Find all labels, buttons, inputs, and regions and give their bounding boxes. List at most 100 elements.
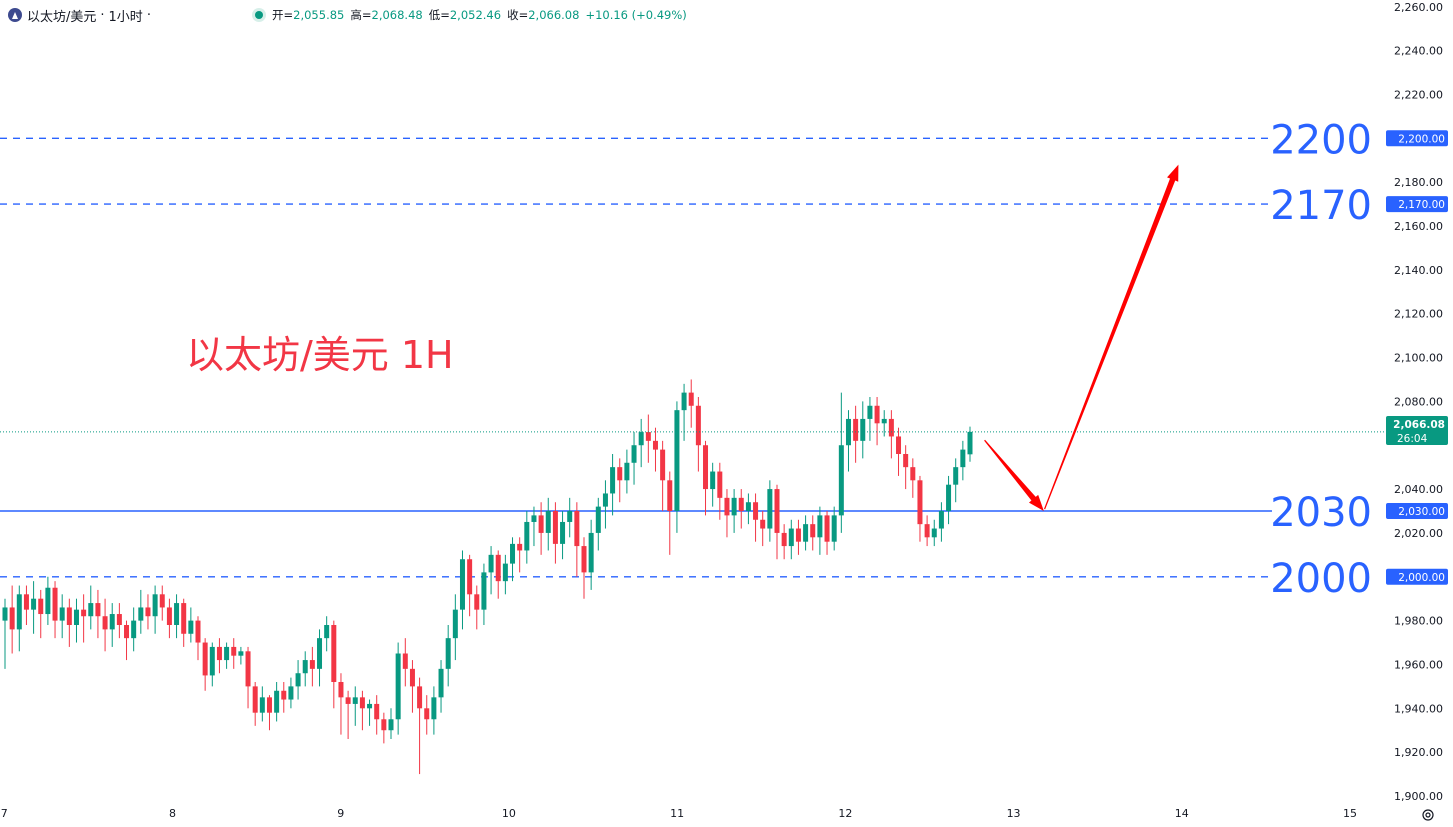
candle (252, 682, 258, 726)
close-label: 收= (507, 8, 529, 22)
candle-body (181, 603, 187, 634)
candle (738, 489, 744, 529)
candle (188, 607, 194, 643)
candle (395, 642, 401, 735)
candle (159, 585, 165, 621)
candle (960, 440, 966, 481)
candle (9, 585, 15, 654)
candle (459, 550, 465, 630)
candle (774, 484, 780, 560)
candle (545, 497, 551, 551)
level-axis-tags: 2,200.00 2,170.00 2,030.00 2,000.00 (1386, 130, 1448, 585)
candle-body (145, 607, 151, 617)
candle-body (295, 673, 301, 687)
candle (645, 414, 651, 463)
settings-gear-icon[interactable] (1421, 808, 1435, 822)
symbol-header[interactable]: 以太坊/美元 · 1小时 · (8, 5, 155, 25)
candle (881, 410, 887, 437)
candle (667, 471, 673, 555)
candle (317, 629, 323, 687)
candle-body (881, 418, 887, 424)
candle (724, 489, 730, 538)
candle-body (452, 609, 458, 639)
candle (760, 511, 766, 547)
candle (174, 594, 180, 639)
candle-body (224, 646, 230, 661)
candle (266, 695, 272, 731)
arrow-up-segment (1044, 164, 1179, 510)
candle-body (288, 686, 294, 700)
time-tick-label: 7 (1, 807, 8, 820)
market-status-icon (255, 11, 263, 19)
projection-arrow[interactable] (984, 164, 1179, 511)
candle-body (338, 682, 344, 698)
candle-body (552, 511, 558, 544)
candle (567, 497, 573, 538)
candle-body (202, 642, 208, 676)
candle-body (531, 515, 537, 522)
candle (903, 445, 909, 490)
price-tick-label: 2,180.00 (1394, 176, 1443, 189)
candle-body (259, 697, 265, 713)
ohlc-legend: 开= 2,055.85 高= 2,068.48 低= 2,052.46 收= 2… (255, 5, 693, 25)
candle (931, 519, 937, 547)
candle (467, 554, 473, 617)
interval-label[interactable]: 1小时 (108, 9, 143, 25)
candle-body (810, 524, 816, 538)
level-big-label-bg (1275, 556, 1375, 597)
candle (259, 686, 265, 722)
candle-body (66, 607, 72, 625)
candle-body (817, 515, 823, 538)
candle (131, 607, 137, 652)
candle (438, 660, 444, 713)
candle (288, 677, 294, 709)
candle-body (388, 719, 394, 731)
candle-body (174, 603, 180, 625)
candle-body (645, 432, 651, 441)
separator-dot: · (100, 7, 105, 23)
candle (116, 603, 122, 639)
candle (660, 440, 666, 511)
candle (195, 616, 201, 661)
level-tag-label: 2,000.00 (1398, 572, 1445, 584)
price-tick-label: 1,960.00 (1394, 658, 1443, 671)
candle (224, 642, 230, 669)
candle-body (438, 668, 444, 698)
candle-body (867, 405, 873, 419)
candle-body (345, 697, 351, 704)
candle (581, 537, 587, 599)
candle-body (967, 431, 973, 455)
candle (295, 660, 301, 700)
level-tag-bg (1386, 130, 1448, 147)
candle-body (581, 546, 587, 573)
candle-body (216, 646, 222, 661)
low-value: 2,052.46 (449, 8, 502, 22)
last-price-tag-bg (1386, 416, 1448, 445)
candle (38, 589, 44, 639)
candle (66, 598, 72, 647)
candle (309, 646, 315, 687)
candle (23, 585, 29, 625)
candle (181, 598, 187, 647)
candle (610, 454, 616, 516)
candle (946, 475, 952, 525)
candle-body (888, 418, 894, 437)
candle-body (459, 559, 465, 610)
candle (2, 598, 8, 669)
candle-body (953, 467, 959, 485)
candle (424, 695, 430, 735)
candle (245, 646, 251, 709)
candle (231, 638, 237, 669)
candle (59, 594, 65, 639)
candle (359, 690, 365, 731)
symbol-name[interactable]: 以太坊/美元 (27, 9, 97, 25)
candle-body (538, 515, 544, 533)
candle-body (188, 620, 194, 634)
time-tick-label: 13 (1007, 807, 1021, 820)
candle (938, 502, 944, 542)
candle (81, 594, 87, 643)
candle-body (274, 690, 280, 713)
candle (652, 427, 658, 472)
candle-body (860, 418, 866, 441)
